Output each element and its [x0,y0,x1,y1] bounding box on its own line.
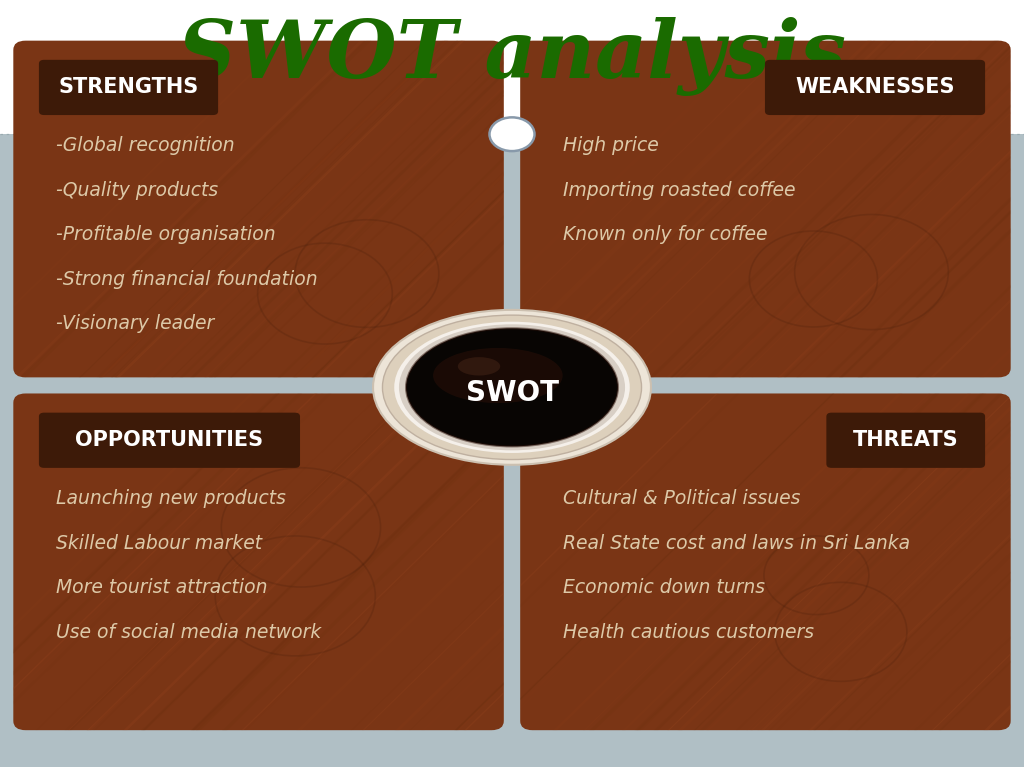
Text: More tourist attraction: More tourist attraction [56,578,268,597]
Text: OPPORTUNITIES: OPPORTUNITIES [76,430,263,450]
Ellipse shape [394,321,630,453]
Circle shape [489,117,535,151]
FancyBboxPatch shape [39,60,218,115]
Ellipse shape [399,324,625,450]
Text: SWOT: SWOT [466,379,558,407]
Ellipse shape [406,328,618,446]
Text: Skilled Labour market: Skilled Labour market [56,534,262,552]
Text: High price: High price [563,137,659,155]
Text: Cultural & Political issues: Cultural & Political issues [563,489,801,508]
FancyBboxPatch shape [39,413,300,468]
Text: -Global recognition: -Global recognition [56,137,234,155]
Text: -Visionary leader: -Visionary leader [56,314,215,333]
Text: Launching new products: Launching new products [56,489,286,508]
Ellipse shape [458,357,500,376]
Ellipse shape [433,348,562,403]
Text: Real State cost and laws in Sri Lanka: Real State cost and laws in Sri Lanka [563,534,910,552]
FancyBboxPatch shape [765,60,985,115]
Text: -Strong financial foundation: -Strong financial foundation [56,270,317,288]
Text: WEAKNESSES: WEAKNESSES [796,77,954,97]
Text: Known only for coffee: Known only for coffee [563,225,768,244]
Text: THREATS: THREATS [853,430,958,450]
Text: Economic down turns: Economic down turns [563,578,765,597]
FancyBboxPatch shape [13,393,504,730]
FancyBboxPatch shape [826,413,985,468]
Text: Health cautious customers: Health cautious customers [563,623,814,641]
FancyBboxPatch shape [520,393,1011,730]
Ellipse shape [373,310,651,465]
Text: Importing roasted coffee: Importing roasted coffee [563,181,796,199]
FancyBboxPatch shape [0,0,1024,134]
Text: STRENGTHS: STRENGTHS [58,77,199,97]
FancyBboxPatch shape [520,41,1011,377]
Text: Use of social media network: Use of social media network [56,623,322,641]
Text: SWOT analysis: SWOT analysis [178,17,846,96]
Text: -Profitable organisation: -Profitable organisation [56,225,275,244]
Ellipse shape [382,315,641,459]
FancyBboxPatch shape [13,41,504,377]
Text: -Quality products: -Quality products [56,181,218,199]
